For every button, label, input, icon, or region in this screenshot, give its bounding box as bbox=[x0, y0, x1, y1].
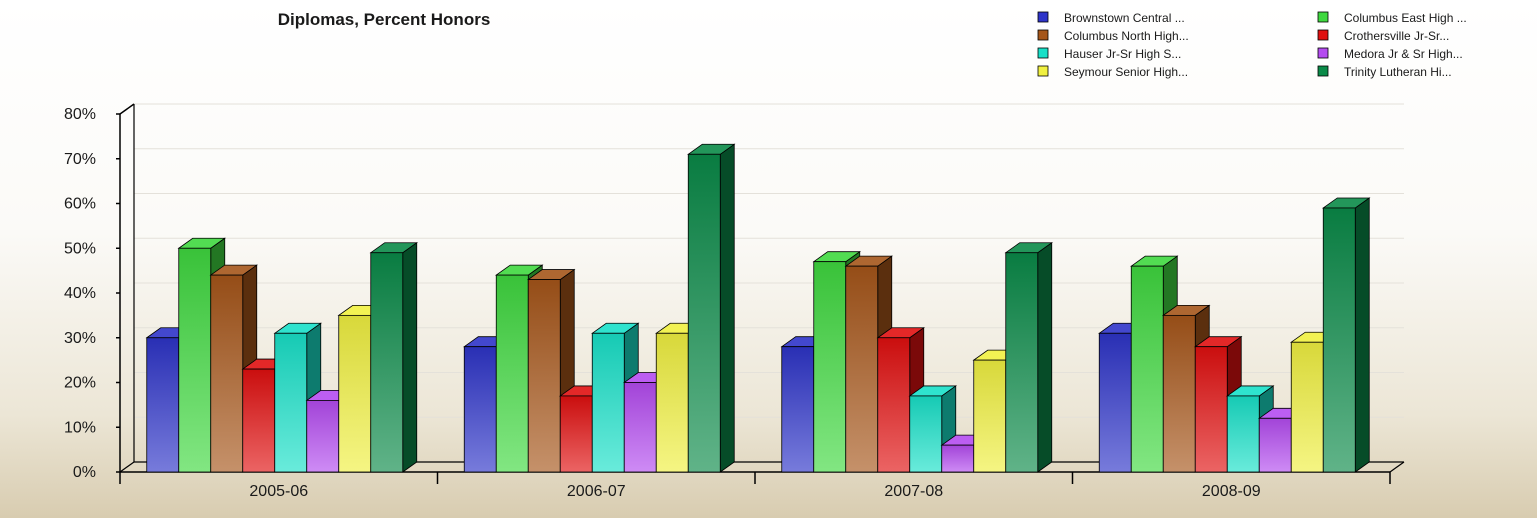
legend-label: Columbus East High ... bbox=[1344, 11, 1467, 25]
bars bbox=[145, 143, 1371, 473]
legend-swatch bbox=[1037, 29, 1049, 41]
legend-item: Trinity Lutheran Hi... bbox=[1317, 65, 1452, 79]
legend-label: Seymour Senior High... bbox=[1064, 65, 1188, 79]
floor-edge-right bbox=[1389, 461, 1405, 473]
legend-item: Brownstown Central ... bbox=[1037, 11, 1185, 25]
x-tick-label: 2008-09 bbox=[1202, 483, 1261, 500]
legend-swatch bbox=[1317, 47, 1329, 59]
legend-item: Crothersville Jr-Sr... bbox=[1317, 29, 1449, 43]
y-tick-label: 60% bbox=[64, 196, 96, 213]
chart-title: Diplomas, Percent Honors bbox=[278, 10, 491, 29]
y-tick-label: 30% bbox=[64, 330, 96, 347]
y-tick-label: 0% bbox=[73, 464, 96, 481]
legend-swatch bbox=[1317, 29, 1329, 41]
legend-swatch bbox=[1317, 65, 1329, 77]
x-tick-label: 2005-06 bbox=[249, 483, 308, 500]
legend-label: Hauser Jr-Sr High S... bbox=[1064, 47, 1181, 61]
legend-label: Trinity Lutheran Hi... bbox=[1344, 65, 1452, 79]
legend-label: Columbus North High... bbox=[1064, 29, 1189, 43]
y-tick-label: 20% bbox=[64, 375, 96, 392]
legend-item: Columbus East High ... bbox=[1317, 11, 1467, 25]
y-tick-label: 80% bbox=[64, 106, 96, 123]
legend-label: Brownstown Central ... bbox=[1064, 11, 1185, 25]
legend-item: Hauser Jr-Sr High S... bbox=[1037, 47, 1181, 61]
bar bbox=[369, 241, 418, 473]
floor-edge-left bbox=[119, 461, 135, 473]
y-axis-depth bbox=[119, 103, 135, 115]
y-tick-label: 70% bbox=[64, 151, 96, 168]
legend-swatch bbox=[1037, 47, 1049, 59]
bar bbox=[1322, 197, 1371, 473]
bar bbox=[1004, 241, 1053, 473]
legend: Brownstown Central ... Columbus East High… bbox=[1037, 11, 1467, 79]
y-tick-label: 40% bbox=[64, 285, 96, 302]
x-tick-label: 2006-07 bbox=[567, 483, 626, 500]
legend-item: Seymour Senior High... bbox=[1037, 65, 1188, 79]
x-tick-label: 2007-08 bbox=[884, 483, 943, 500]
y-tick-label: 50% bbox=[64, 240, 96, 257]
legend-swatch bbox=[1317, 11, 1329, 23]
legend-item: Medora Jr & Sr High... bbox=[1317, 47, 1463, 61]
y-tick-label: 10% bbox=[64, 419, 96, 436]
legend-swatch bbox=[1037, 65, 1049, 77]
bar bbox=[687, 143, 736, 473]
legend-label: Crothersville Jr-Sr... bbox=[1344, 29, 1449, 43]
legend-label: Medora Jr & Sr High... bbox=[1344, 47, 1463, 61]
legend-item: Columbus North High... bbox=[1037, 29, 1189, 43]
legend-swatch bbox=[1037, 11, 1049, 23]
